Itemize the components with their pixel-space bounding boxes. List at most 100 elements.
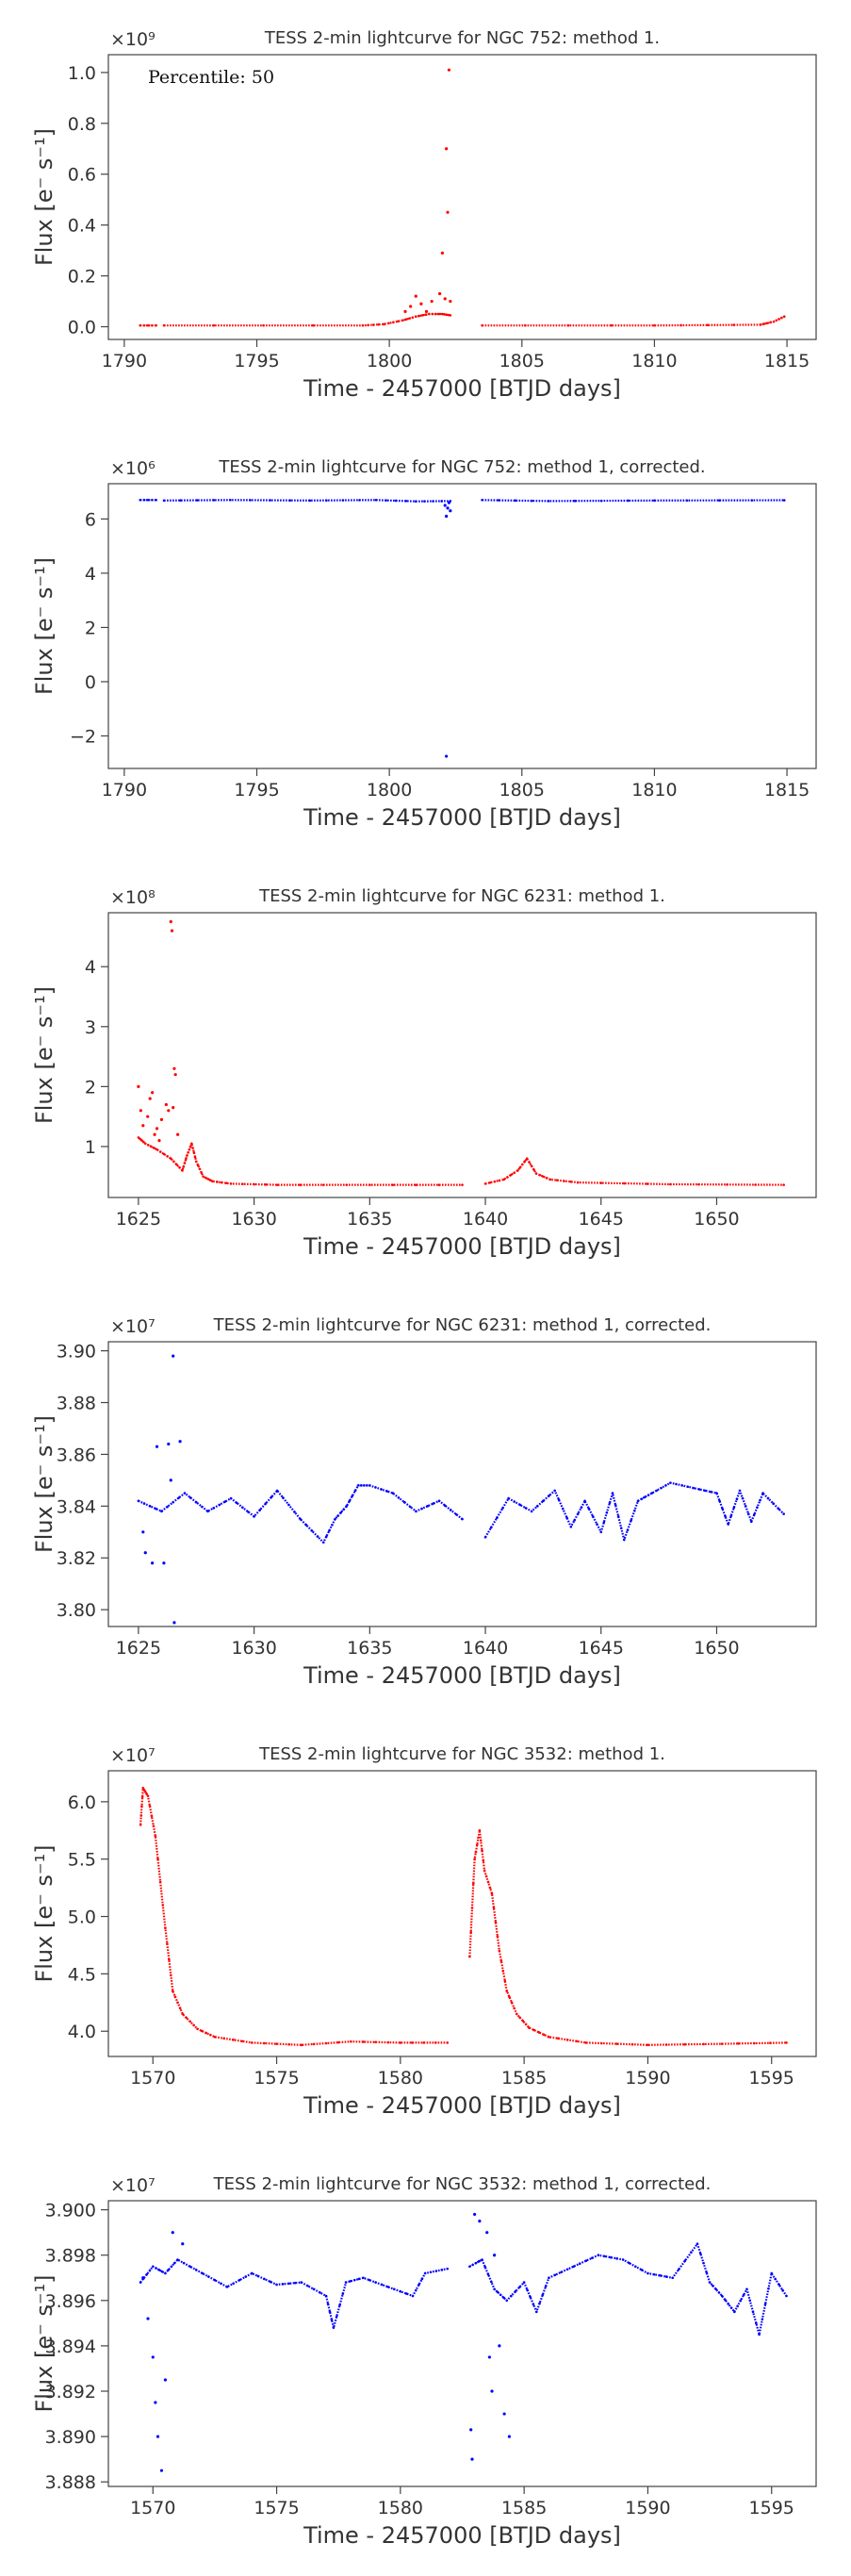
data-point <box>142 1789 146 1792</box>
data-point <box>137 1499 140 1503</box>
data-point <box>140 1139 143 1142</box>
data-point <box>557 1498 561 1501</box>
data-point <box>170 929 174 933</box>
data-point <box>447 313 450 317</box>
y-tick-label: 3.896 <box>45 2291 96 2312</box>
x-tick-label: 1800 <box>367 351 412 372</box>
data-point <box>565 2268 569 2271</box>
data-point <box>503 1979 507 1983</box>
data-point <box>542 1175 545 1179</box>
data-point <box>518 2016 521 2019</box>
data-point <box>528 1161 531 1164</box>
y-tick-label: 3.82 <box>57 1548 96 1569</box>
data-point <box>513 1171 516 1175</box>
data-point <box>514 499 517 503</box>
chart-panel-2: TESS 2-min lightcurve for NGC 752: metho… <box>0 429 851 858</box>
data-point <box>537 2031 541 2034</box>
data-point <box>270 1495 273 1499</box>
data-point <box>718 1499 721 1503</box>
chart-title: TESS 2-min lightcurve for NGC 3532: meth… <box>213 2174 712 2194</box>
data-point <box>162 323 166 327</box>
data-point <box>430 299 434 304</box>
data-point <box>708 2281 712 2284</box>
data-point <box>299 1183 303 1186</box>
data-point <box>411 2041 414 2044</box>
data-point <box>748 2299 752 2303</box>
data-point <box>501 1970 505 1973</box>
data-point <box>535 1505 539 1508</box>
data-point <box>538 2302 541 2305</box>
plot-frame <box>107 2200 817 2487</box>
data-point <box>473 1858 476 1860</box>
data-point <box>172 1160 175 1164</box>
data-point <box>153 1132 156 1136</box>
data-point <box>139 1823 142 1826</box>
data-point <box>137 1136 140 1139</box>
data-point <box>609 2255 613 2259</box>
data-point <box>168 1957 171 1961</box>
data-point <box>405 2292 408 2295</box>
data-point <box>397 1496 401 1499</box>
data-point <box>374 2281 377 2284</box>
data-point <box>411 316 415 320</box>
y-tick-label: 6 <box>85 509 96 530</box>
y-tick-label: 3.890 <box>45 2427 96 2448</box>
data-point <box>532 2028 535 2032</box>
x-tick-label: 1650 <box>694 1209 739 1230</box>
data-point <box>374 1486 377 1489</box>
x-tick-label: 1635 <box>347 1638 392 1659</box>
data-point <box>483 1182 487 1185</box>
data-point <box>408 1505 412 1509</box>
data-point <box>721 1507 724 1511</box>
data-point <box>198 1167 202 1171</box>
data-point <box>251 2041 254 2044</box>
data-point <box>190 1142 193 1146</box>
data-point <box>163 2378 167 2382</box>
y-tick-label: 0 <box>85 672 96 693</box>
data-point <box>367 323 369 327</box>
data-point <box>157 2269 161 2271</box>
data-point <box>759 1498 761 1502</box>
data-point <box>530 1510 533 1513</box>
data-point <box>560 2271 563 2274</box>
data-point <box>683 2259 687 2263</box>
data-point <box>146 323 150 327</box>
plot-frame <box>107 483 817 769</box>
y-tick-label: 2 <box>85 618 96 638</box>
data-point <box>417 314 421 318</box>
data-point <box>653 499 656 503</box>
y-tick-label: 2 <box>85 1077 96 1098</box>
data-point <box>423 500 426 503</box>
data-series <box>137 1354 785 1625</box>
data-point <box>483 2266 487 2269</box>
data-point <box>341 499 345 502</box>
data-point <box>142 1140 145 1144</box>
data-point <box>424 313 428 317</box>
data-point <box>621 2258 625 2261</box>
data-point <box>171 1990 174 1992</box>
data-point <box>281 1496 285 1499</box>
y-tick-label: 3.892 <box>45 2382 96 2403</box>
data-point <box>659 2274 662 2277</box>
data-point <box>732 1506 736 1510</box>
data-point <box>173 1073 177 1077</box>
x-tick-label: 1575 <box>254 2498 299 2518</box>
x-tick-label: 1635 <box>347 1209 392 1230</box>
data-point <box>671 2276 674 2280</box>
data-point <box>159 2469 164 2472</box>
data-point <box>765 322 769 325</box>
data-point <box>556 2037 560 2040</box>
data-point <box>443 313 446 316</box>
data-point <box>253 1515 255 1518</box>
data-point <box>471 2263 474 2267</box>
data-point <box>139 1109 142 1113</box>
data-point <box>137 1084 140 1088</box>
x-axis-label: Time - 2457000 [BTJD days] <box>303 2092 621 2119</box>
x-tick-label: 1630 <box>231 1638 276 1659</box>
data-point <box>655 1489 658 1493</box>
data-point <box>493 1180 497 1183</box>
data-point <box>414 2288 417 2292</box>
data-point <box>247 1511 250 1513</box>
data-point <box>785 2294 788 2298</box>
data-point <box>415 1183 417 1186</box>
